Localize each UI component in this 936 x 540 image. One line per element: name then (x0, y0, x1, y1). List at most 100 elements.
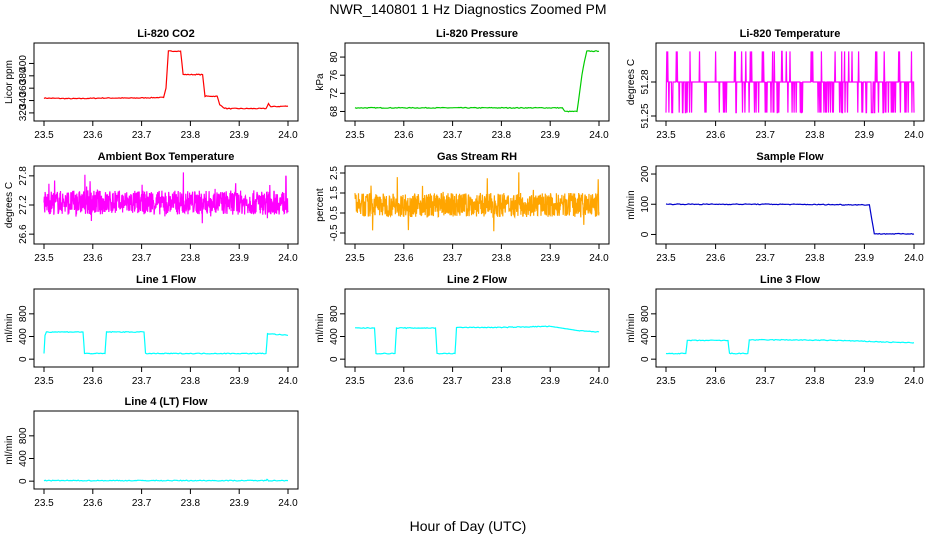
x-tick-label: 24.0 (278, 253, 298, 264)
x-tick-label: 23.8 (492, 376, 512, 387)
panel-title: Line 2 Flow (447, 274, 507, 286)
x-tick-label: 24.0 (278, 130, 298, 141)
x-tick-label: 23.8 (805, 130, 825, 141)
y-tick-label: 400 (640, 328, 651, 345)
series-line (665, 338, 915, 355)
plot-frame (344, 42, 610, 122)
panel-line4-flow: Line 4 (LT) Flow 23.5 23.6 23.7 23.8 23.9 24.0… (4, 396, 299, 509)
y-axis-label: ml/min (4, 313, 15, 342)
x-tick-label: 23.8 (181, 498, 201, 509)
panel-line2-flow: Line 2 Flow 23.5 23.6 23.7 23.8 23.9 24.0 0 400 8… (315, 274, 610, 387)
plot-frame (655, 288, 925, 368)
x-tick-label: 23.6 (394, 253, 414, 264)
y-axis-label: ml/min (4, 435, 15, 464)
x-tick-label: 23.9 (855, 130, 875, 141)
panel-title: Li-820 Pressure (436, 28, 518, 40)
x-tick-label: 23.8 (181, 376, 201, 387)
series-line (43, 478, 289, 482)
x-tick-label: 23.9 (540, 130, 560, 141)
y-tick-label: 400 (18, 450, 29, 467)
x-tick-label: 23.9 (229, 376, 249, 387)
y-axis-label: degrees C (626, 59, 637, 105)
panel-rh: Gas Stream RH 23.5 23.6 23.7 23.8 23.9 24.0 -0.… (315, 151, 610, 264)
y-tick-label: 51.28 (640, 69, 651, 94)
y-tick-label: 0 (329, 356, 340, 362)
series-line (355, 325, 600, 355)
panel-sample-flow: Sample Flow 23.5 23.6 23.7 23.8 23.9 24.0 0 100 2… (626, 151, 925, 264)
panel-line1-flow: Line 1 Flow 23.5 23.6 23.7 23.8 23.9 24.0 0 400 8… (4, 274, 299, 387)
series-line (43, 50, 289, 110)
x-tick-label: 23.5 (34, 253, 54, 264)
x-tick-label: 23.5 (656, 376, 676, 387)
y-axis-label: degrees C (4, 182, 15, 228)
y-tick-label: 68 (329, 105, 340, 117)
panel-box-temp: Ambient Box Temperature 23.5 23.6 23.7 23.8 2… (4, 151, 299, 264)
page-title: NWR_140801 1 Hz Diagnostics Zoomed PM (329, 1, 607, 17)
y-tick-label: 27.8 (18, 166, 29, 186)
x-tick-label: 23.8 (805, 253, 825, 264)
panel-title: Line 1 Flow (136, 274, 196, 286)
plot-frame (33, 42, 299, 122)
x-tick-label: 23.6 (394, 130, 414, 141)
x-tick-label: 24.0 (278, 498, 298, 509)
x-tick-label: 23.9 (229, 130, 249, 141)
x-tick-label: 23.8 (181, 253, 201, 264)
plot-frame (344, 165, 610, 245)
series-line (43, 330, 289, 355)
plot-frame (344, 288, 610, 368)
x-tick-label: 23.7 (132, 498, 152, 509)
x-tick-label: 23.8 (805, 376, 825, 387)
panel-title: Li-820 Temperature (740, 28, 841, 40)
panel-title: Gas Stream RH (437, 151, 517, 163)
series-line (354, 172, 600, 232)
plot-frame (33, 288, 299, 368)
x-tick-label: 23.6 (706, 130, 726, 141)
x-tick-label: 23.9 (229, 253, 249, 264)
x-tick-label: 23.8 (181, 130, 201, 141)
x-tick-label: 24.0 (589, 376, 609, 387)
panel-line3-flow: Line 3 Flow 23.5 23.6 23.7 23.8 23.9 24.0 0 400 8… (626, 274, 925, 387)
x-tick-label: 23.9 (540, 376, 560, 387)
x-tick-label: 23.7 (443, 253, 463, 264)
x-tick-label: 23.6 (706, 253, 726, 264)
x-tick-label: 23.9 (229, 498, 249, 509)
y-tick-label: 800 (18, 427, 29, 444)
y-tick-label: 51.25 (640, 103, 651, 128)
series-line (665, 50, 915, 114)
y-tick-label: 0.5 (329, 206, 340, 220)
y-tick-label: 800 (640, 305, 651, 322)
y-tick-label: 100 (640, 195, 651, 212)
x-tick-label: 23.9 (855, 253, 875, 264)
y-tick-label: 320 (18, 104, 29, 121)
panel-title: Sample Flow (756, 151, 824, 163)
y-axis-label: ml/min (626, 313, 637, 342)
y-axis-label: Licor ppm (4, 60, 15, 104)
y-tick-label: 0 (640, 231, 651, 237)
x-tick-label: 24.0 (904, 130, 924, 141)
panel-co2: Li-820 CO2 23.5 23.6 23.7 23.8 23.9 24.0 320340… (4, 28, 299, 141)
panel-title: Li-820 CO2 (137, 28, 194, 40)
x-tick-label: 24.0 (904, 253, 924, 264)
x-tick-label: 23.7 (443, 376, 463, 387)
x-tick-label: 23.7 (132, 130, 152, 141)
x-tick-label: 23.8 (492, 130, 512, 141)
x-tick-label: 23.5 (345, 130, 365, 141)
x-tick-label: 23.7 (132, 253, 152, 264)
panel-title: Line 3 Flow (760, 274, 820, 286)
plot-frame (33, 410, 299, 490)
x-tick-label: 23.7 (132, 376, 152, 387)
y-tick-label: 400 (329, 328, 340, 345)
x-tick-label: 23.5 (345, 253, 365, 264)
x-tick-label: 23.9 (540, 253, 560, 264)
y-tick-label: -0.5 (329, 224, 340, 242)
y-tick-label: 400 (18, 328, 29, 345)
x-tick-label: 24.0 (589, 253, 609, 264)
y-tick-label: 1.5 (329, 186, 340, 200)
x-tick-label: 23.6 (83, 376, 103, 387)
y-tick-label: 72 (329, 87, 340, 99)
x-tick-label: 24.0 (589, 130, 609, 141)
y-tick-label: 800 (18, 305, 29, 322)
y-tick-label: 0 (18, 478, 29, 484)
x-tick-label: 23.5 (34, 130, 54, 141)
x-tick-label: 23.5 (34, 376, 54, 387)
